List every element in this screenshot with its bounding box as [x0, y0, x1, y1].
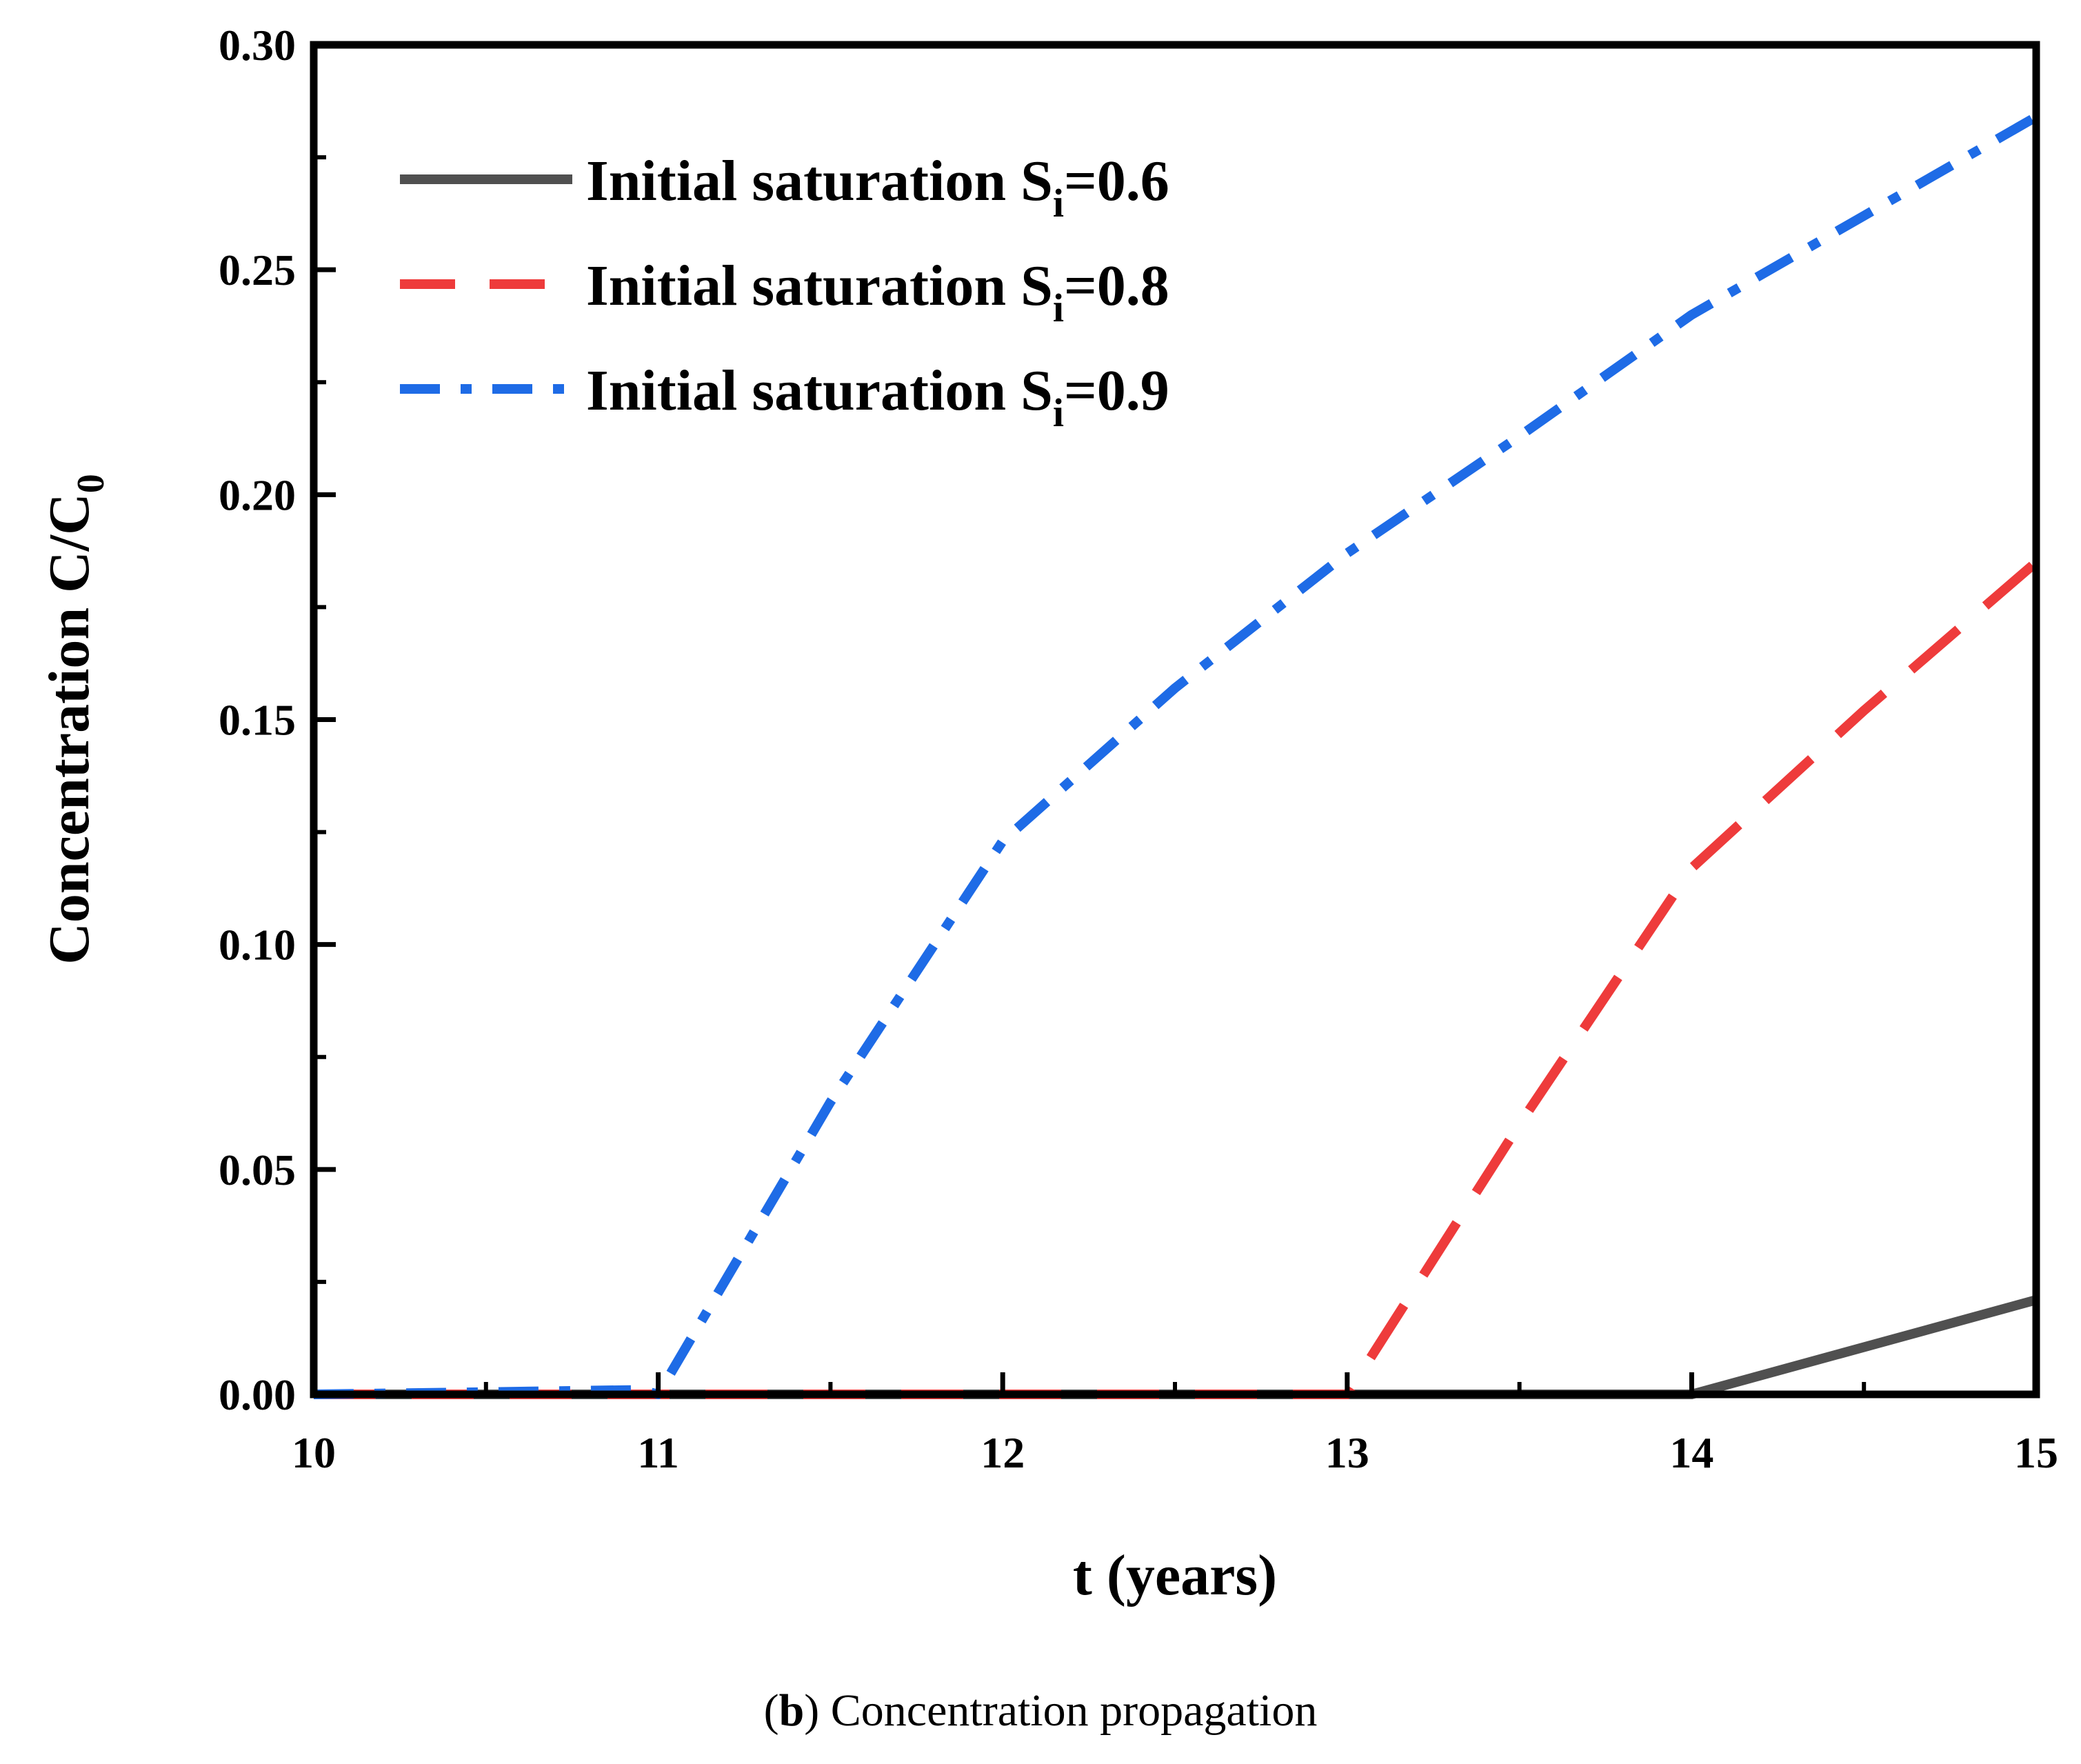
y-axis-title-main: Concentration C/C — [37, 493, 101, 965]
legend-label-3: Initial saturation Si=0.9 — [586, 359, 1169, 435]
y-tick-label: 0.15 — [219, 696, 296, 745]
x-tick-label: 15 — [2014, 1428, 2058, 1477]
x-tick-label: 14 — [1669, 1428, 1713, 1477]
y-tick-label: 0.20 — [219, 470, 296, 519]
plot-frame — [310, 41, 2040, 1399]
x-tick-label: 11 — [637, 1428, 678, 1477]
y-axis-title-subscript: 0 — [70, 474, 112, 493]
x-tick-label: 10 — [292, 1428, 336, 1477]
x-tick-label: 12 — [981, 1428, 1025, 1477]
series-line-1 — [314, 1295, 2038, 1399]
plot-lines — [313, 112, 2040, 1399]
x-axis-title: t (years) — [1073, 1543, 1277, 1607]
caption-label: b — [779, 1685, 805, 1736]
figure-caption: (b) Concentration propagation — [764, 1685, 1318, 1736]
y-tick-label: 0.05 — [219, 1145, 296, 1194]
caption-text: Concentration propagation — [819, 1685, 1317, 1736]
tick-labels: 10 11 12 13 14 15 0.00 0.05 0.10 0.15 0.20 0.25 0.30 — [219, 21, 2058, 1477]
y-tick-label: 0.10 — [219, 921, 296, 970]
legend-label-1: Initial saturation Si=0.6 — [586, 149, 1169, 225]
ticks — [311, 42, 2039, 1397]
y-tick-label: 0.00 — [219, 1370, 296, 1419]
legend: Initial saturation Si=0.6 Initial saturat… — [400, 149, 1169, 435]
y-axis-title: Concentration C/C0 — [37, 474, 112, 965]
legend-label-2: Initial saturation Si=0.8 — [586, 254, 1169, 330]
y-tick-label: 0.25 — [219, 245, 296, 294]
x-tick-label: 13 — [1325, 1428, 1369, 1477]
y-tick-label: 0.30 — [219, 21, 296, 70]
series-line-3 — [313, 112, 2039, 1399]
